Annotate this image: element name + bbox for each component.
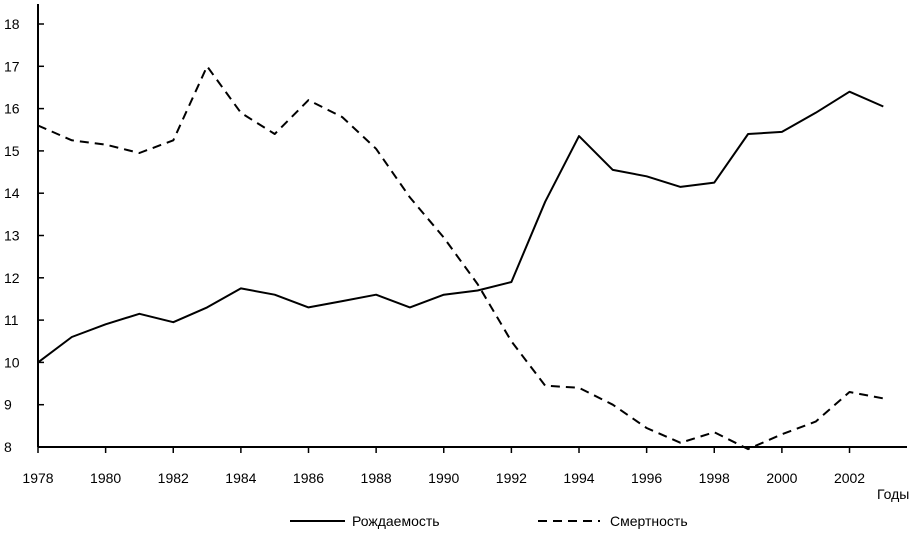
x-tick-label: 1990 [428,470,459,486]
y-tick-label: 12 [4,270,20,286]
x-tick-label: 1988 [361,470,392,486]
x-tick-label: 2002 [834,470,865,486]
legend-label-births: Рождаемость [352,513,440,529]
y-tick-label: 11 [4,312,19,328]
x-tick-label: 1986 [293,470,324,486]
chart-legend: Рождаемость Смертность [290,513,688,529]
y-tick-label: 14 [4,185,20,201]
x-tick-label: 1996 [631,470,662,486]
x-axis-ticks: 1978 1980 1982 1984 1986 1988 1990 1992 1994 1996… [22,447,865,486]
chart-axes [37,4,907,448]
y-tick-label: 8 [4,439,12,455]
y-tick-label: 16 [4,101,20,117]
x-tick-label: 1980 [90,470,121,486]
series-line-births [37,90,884,364]
y-tick-label: 13 [4,228,20,244]
y-axis-ticks: 8 9 10 11 12 13 14 15 16 17 18 [4,16,44,455]
legend-label-deaths: Смертность [610,513,688,529]
series-line-deaths [37,65,884,451]
x-tick-label: 1982 [158,470,189,486]
x-axis-label: Годы [877,486,909,502]
y-tick-label: 10 [4,354,20,370]
x-tick-label: 2000 [766,470,797,486]
x-tick-label: 1978 [22,470,53,486]
y-tick-label: 18 [4,16,20,32]
y-tick-label: 17 [4,58,20,74]
x-tick-label: 1984 [225,470,256,486]
x-tick-label: 1994 [563,470,594,486]
x-tick-label: 1992 [496,470,527,486]
chart-series [37,65,884,451]
y-tick-label: 15 [4,143,20,159]
x-tick-label: 1998 [699,470,730,486]
y-tick-label: 9 [4,397,12,413]
